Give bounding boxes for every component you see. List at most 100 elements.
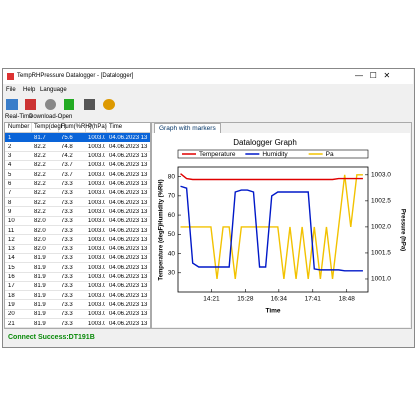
table-cell[interactable]: 82.2 — [34, 190, 46, 197]
table-cell[interactable]: 82.2 — [34, 199, 46, 206]
table-cell[interactable]: 81.9 — [34, 264, 46, 271]
table-cell[interactable]: 1003.0 — [88, 236, 105, 243]
table-cell[interactable]: 82.0 — [34, 218, 46, 225]
table-cell[interactable]: 74.8 — [61, 143, 73, 150]
table-cell[interactable]: 73.3 — [61, 320, 73, 327]
table-cell[interactable]: 5 — [8, 171, 12, 178]
table-cell[interactable]: 8 — [8, 199, 12, 206]
menu-item[interactable]: File — [6, 87, 16, 93]
save-icon[interactable] — [25, 99, 36, 110]
table-cell[interactable]: 73.3 — [61, 311, 73, 318]
graph-tab[interactable]: Graph with markers — [154, 123, 221, 133]
table-cell[interactable]: 04.06.2023 13 — [109, 320, 148, 327]
download-icon[interactable] — [64, 99, 74, 110]
settings-icon[interactable] — [103, 99, 115, 110]
table-cell[interactable]: 1003.0 — [88, 171, 105, 178]
table-cell[interactable]: 04.06.2023 13 — [109, 283, 148, 290]
table-cell[interactable]: 82.2 — [34, 143, 46, 150]
table-cell[interactable]: 1003.0 — [88, 199, 105, 206]
table-cell[interactable]: 04.06.2023 13 — [109, 199, 148, 206]
table-cell[interactable]: 04.06.2023 13 — [109, 190, 148, 197]
table-cell[interactable]: 21 — [8, 320, 15, 327]
table-cell[interactable]: 04.06.2023 13 — [109, 171, 148, 178]
table-cell[interactable]: 73.3 — [61, 236, 73, 243]
tools-icon[interactable] — [84, 99, 95, 110]
table-cell[interactable]: 1003.0 — [88, 264, 105, 271]
table-cell[interactable]: 4 — [8, 162, 12, 169]
table-cell[interactable]: 16 — [8, 274, 15, 280]
table-cell[interactable]: 15 — [8, 264, 15, 271]
table-cell[interactable]: 73.3 — [61, 274, 73, 280]
table-cell[interactable]: 73.3 — [61, 190, 73, 197]
table-cell[interactable]: 82.2 — [34, 171, 46, 178]
table-cell[interactable]: 04.06.2023 13 — [109, 246, 148, 253]
table-cell[interactable]: 1003.0 — [88, 190, 105, 197]
table-cell[interactable]: 04.06.2023 13 — [109, 218, 148, 225]
table-cell[interactable]: 04.06.2023 13 — [109, 301, 148, 308]
table-cell[interactable]: 81.9 — [34, 255, 46, 262]
table-cell[interactable]: 73.7 — [61, 171, 73, 178]
table-cell[interactable]: 82.0 — [34, 227, 46, 234]
table-cell[interactable]: 19 — [8, 301, 15, 308]
table-cell[interactable]: 1003.0 — [88, 218, 105, 225]
table-cell[interactable]: 73.3 — [61, 199, 73, 206]
clock-icon[interactable] — [45, 99, 56, 110]
table-cell[interactable]: 82.2 — [34, 153, 46, 160]
table-cell[interactable]: 73.3 — [61, 301, 73, 308]
table-cell[interactable]: 81.9 — [34, 320, 46, 327]
table-cell[interactable]: 04.06.2023 13 — [109, 264, 148, 271]
table-cell[interactable]: 1003.0 — [88, 134, 105, 141]
table-cell[interactable]: 13 — [8, 246, 15, 253]
table-cell[interactable]: 1003.0 — [88, 208, 105, 215]
table-cell[interactable]: 1003.0 — [88, 246, 105, 253]
window-controls[interactable]: — ☐ ✕ — [355, 71, 391, 80]
table-cell[interactable]: 3 — [8, 153, 12, 160]
table-cell[interactable]: 04.06.2023 13 — [109, 162, 148, 169]
table-cell[interactable]: 1003.0 — [88, 320, 105, 327]
table-cell[interactable]: 04.06.2023 13 — [109, 236, 148, 243]
table-cell[interactable]: 1003.0 — [88, 181, 105, 187]
table-cell[interactable]: 73.3 — [61, 181, 73, 187]
table-cell[interactable]: 81.7 — [34, 134, 46, 141]
table-cell[interactable]: 04.06.2023 13 — [109, 311, 148, 318]
table-cell[interactable]: 81.9 — [34, 292, 46, 299]
table-cell[interactable]: 04.06.2023 13 — [109, 181, 148, 187]
table-cell[interactable]: 81.9 — [34, 283, 46, 290]
table-cell[interactable]: 9 — [8, 208, 12, 215]
table-cell[interactable]: 81.9 — [34, 311, 46, 318]
table-cell[interactable]: 1003.0 — [88, 283, 105, 290]
table-cell[interactable]: 18 — [8, 292, 15, 299]
tab[interactable]: Download-Open — [29, 114, 73, 120]
table-cell[interactable]: 73.3 — [61, 208, 73, 215]
table-cell[interactable]: 73.3 — [61, 264, 73, 271]
table-cell[interactable]: 20 — [8, 311, 15, 318]
table-cell[interactable]: 82.2 — [34, 181, 46, 187]
table-cell[interactable]: 73.3 — [61, 246, 73, 253]
table-cell[interactable]: 81.9 — [34, 301, 46, 308]
table-cell[interactable]: 14 — [8, 255, 15, 262]
table-cell[interactable]: 82.2 — [34, 208, 46, 215]
table-cell[interactable]: 73.3 — [61, 292, 73, 299]
table-cell[interactable]: 10 — [8, 218, 15, 225]
table-cell[interactable]: 1003.0 — [88, 311, 105, 318]
table-cell[interactable]: 1003.0 — [88, 162, 105, 169]
table-cell[interactable]: 04.06.2023 13 — [109, 208, 148, 215]
table-cell[interactable]: 1003.0 — [88, 255, 105, 262]
table-cell[interactable]: 75.6 — [61, 134, 73, 141]
table-cell[interactable]: 73.3 — [61, 218, 73, 225]
table-cell[interactable]: 1 — [8, 134, 12, 141]
table-cell[interactable]: 82.2 — [34, 162, 46, 169]
tab[interactable]: Real-Time — [5, 114, 33, 120]
table-cell[interactable]: 17 — [8, 283, 15, 290]
table-cell[interactable]: 1003.0 — [88, 274, 105, 280]
table-cell[interactable]: 82.0 — [34, 236, 46, 243]
table-cell[interactable]: 6 — [8, 181, 12, 187]
table-cell[interactable]: 2 — [8, 143, 12, 150]
table-cell[interactable]: 1003.0 — [88, 301, 105, 308]
table-cell[interactable]: 04.06.2023 13 — [109, 227, 148, 234]
table-cell[interactable]: 04.06.2023 13 — [109, 153, 148, 160]
table-cell[interactable]: 1003.0 — [88, 292, 105, 299]
table-cell[interactable]: 1003.0 — [88, 227, 105, 234]
menu-item[interactable]: Help — [23, 87, 36, 93]
table-cell[interactable]: 81.9 — [34, 274, 46, 280]
